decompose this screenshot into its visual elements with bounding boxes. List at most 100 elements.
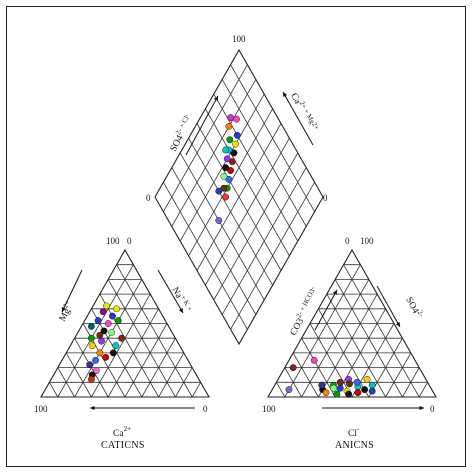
- diamond-point-17: [222, 193, 230, 201]
- anion-point-17: [345, 390, 352, 398]
- diamond-grid-a: [205, 108, 290, 256]
- diamond-point-14: [220, 184, 228, 192]
- anion-point-13: [346, 380, 353, 388]
- anion-triangle-grid-a: [301, 338, 336, 398]
- cation-point-7: [112, 342, 120, 349]
- anion-caption: ANICNS: [335, 440, 374, 451]
- anion-point-21: [363, 375, 371, 383]
- cation-point-16: [93, 367, 100, 374]
- cation-triangle-grid-b: [91, 293, 151, 398]
- anion-bottom-right-tick: 0: [430, 404, 435, 414]
- cation-point-22: [88, 334, 95, 342]
- cation-point-8: [96, 349, 104, 357]
- cation-point-5: [118, 334, 126, 342]
- diamond-point-6: [228, 158, 236, 166]
- cation-left-arrow: [61, 269, 83, 313]
- cation-triangle-grid-a: [107, 279, 176, 398]
- cation-point-18: [99, 308, 107, 316]
- diamond-point-1: [233, 131, 241, 139]
- anion-triangle-outline: [267, 248, 437, 398]
- cation-bottom-right-tick: 0: [203, 404, 208, 414]
- anion-triangle-grid-a: [318, 308, 370, 398]
- anion-point-9: [322, 389, 330, 396]
- cation-left-axis-label: Mg2+: [55, 299, 76, 323]
- cation-left-arrow-head: [61, 307, 66, 312]
- anion-left-arrow-head: [332, 290, 337, 295]
- diamond-right-arrow-head: [283, 92, 288, 97]
- anion-point-6: [336, 378, 344, 386]
- cation-triangle-grid-a: [99, 293, 159, 398]
- cation-top-left-tick: 100: [106, 236, 120, 246]
- cation-triangle-grid-a: [57, 367, 75, 398]
- anion-point-3: [336, 384, 344, 392]
- cation-triangle-grid-b: [191, 382, 201, 398]
- anion-point-0: [310, 356, 318, 364]
- diamond-right-arrow: [282, 91, 314, 146]
- cation-point-10: [92, 356, 100, 364]
- anion-triangle-grid-a: [334, 279, 403, 398]
- diamond-point-10: [222, 164, 230, 172]
- cation-point-21: [94, 317, 102, 324]
- diamond-point-16: [222, 146, 230, 154]
- cation-caption: CATICNS: [101, 440, 145, 451]
- anion-triangle-grid-a: [309, 323, 353, 398]
- diamond-grid-b: [221, 167, 307, 315]
- cation-point-13: [96, 331, 104, 339]
- cation-point-20: [88, 375, 95, 383]
- anion-bottom-arrow-head: [419, 405, 424, 411]
- diamond-point-12: [220, 172, 228, 180]
- anion-point-14: [368, 381, 376, 389]
- cation-triangle-grid-a: [82, 323, 126, 398]
- diamond-grid-a: [230, 64, 315, 212]
- diagram-grids: [40, 48, 437, 398]
- anion-top-right-tick: 100: [360, 236, 374, 246]
- cation-point-17: [88, 322, 95, 330]
- diamond-left-arrow: [185, 95, 219, 156]
- diamond-point-2: [232, 140, 240, 148]
- anion-point-19: [368, 387, 376, 395]
- cation-point-12: [108, 328, 116, 336]
- cation-bottom-left-tick: 100: [34, 404, 48, 414]
- diamond-point-15: [227, 114, 235, 122]
- anion-triangle-grid-b: [385, 352, 412, 398]
- anion-triangle-grid-a: [292, 352, 319, 398]
- anion-bottom-axis-label: Cl-: [348, 425, 360, 439]
- diamond-grid-a: [221, 79, 307, 227]
- anion-right-arrow-head: [395, 322, 400, 327]
- anion-point-11: [354, 389, 362, 396]
- cation-point-4: [100, 327, 108, 335]
- anion-point-10: [353, 378, 361, 386]
- cation-right-arrow-head: [178, 308, 183, 313]
- figure-frame: [6, 6, 466, 467]
- cation-right-arrow: [157, 269, 184, 314]
- diamond-point-9: [227, 167, 235, 174]
- diamond-top-tick: 100: [232, 34, 246, 44]
- cation-triangle-grid-b: [57, 264, 134, 398]
- cation-top-right-tick: 0: [127, 236, 132, 246]
- diamond-point-7: [223, 155, 231, 163]
- cation-point-9: [109, 349, 117, 357]
- anion-triangle-grid-b: [418, 382, 428, 398]
- diamond-outline: [154, 48, 324, 346]
- anion-point-12: [330, 384, 337, 392]
- cation-triangle-grid-b: [124, 323, 168, 398]
- diamond-point-3: [226, 136, 234, 144]
- diamond-point-0: [233, 115, 240, 123]
- cation-bottom-arrow-head: [90, 405, 95, 411]
- cation-point-0: [109, 312, 116, 320]
- anion-triangle-grid-a: [326, 293, 386, 398]
- anion-left-arrow: [314, 289, 338, 331]
- anion-triangle-grid-b: [284, 264, 361, 398]
- cation-point-15: [86, 361, 94, 369]
- cation-point-23: [103, 302, 110, 310]
- anion-point-8: [361, 386, 368, 393]
- diamond-left-arrow-head: [213, 96, 218, 101]
- anion-point-18: [333, 390, 341, 398]
- cation-triangle-grid-a: [49, 382, 59, 398]
- diamond-point-18: [215, 187, 223, 195]
- diamond-left-tick: 0: [146, 193, 151, 203]
- anion-triangle-grid-b: [318, 293, 378, 398]
- cation-point-14: [88, 342, 96, 349]
- diamond-right-axis-label: Ca2+ + Mg2+: [288, 90, 320, 134]
- anion-point-20: [318, 381, 326, 389]
